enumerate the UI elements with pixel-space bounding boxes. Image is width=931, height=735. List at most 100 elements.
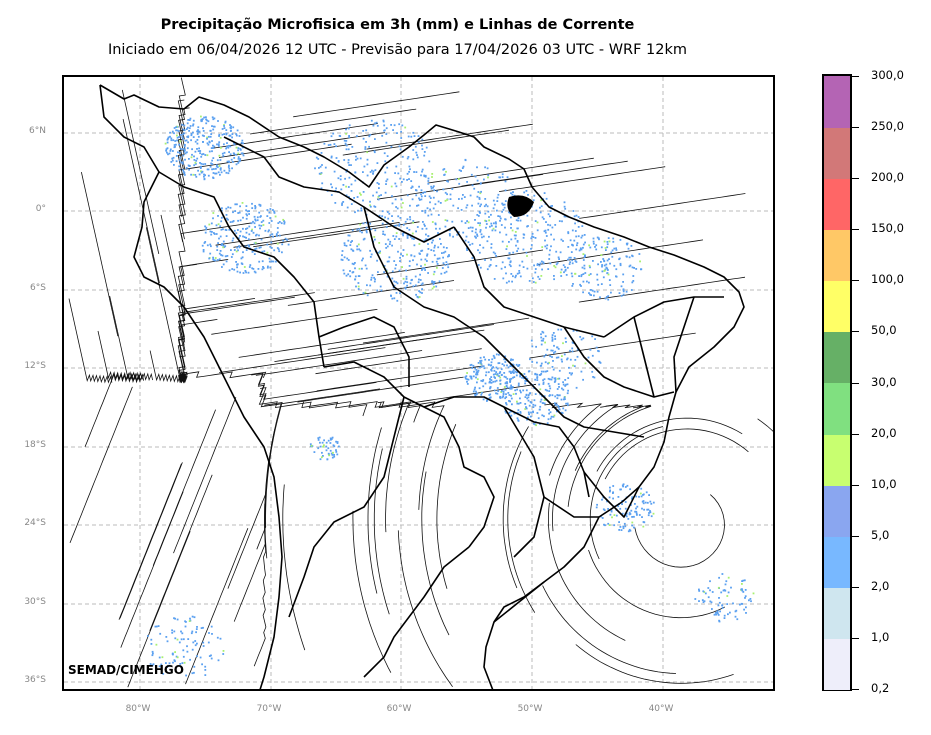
- precip-cell: [161, 656, 164, 659]
- precip-cell: [557, 348, 560, 350]
- precip-cell: [466, 204, 469, 207]
- precip-cell: [432, 186, 434, 189]
- precip-cell: [433, 281, 436, 283]
- precip-cell: [219, 159, 222, 161]
- precip-cell: [245, 217, 248, 220]
- precip-cell: [558, 408, 561, 411]
- precip-cell: [588, 244, 590, 247]
- precip-cell: [268, 257, 271, 260]
- precip-cell: [613, 524, 616, 527]
- precip-cell: [491, 367, 493, 370]
- precip-cell: [178, 165, 181, 168]
- precip-cell: [241, 256, 244, 259]
- precip-cell: [167, 136, 170, 139]
- precip-cell: [173, 164, 175, 166]
- precip-cell: [188, 168, 190, 171]
- precip-cell: [383, 152, 386, 155]
- precip-cell: [624, 486, 627, 488]
- precip-cell: [555, 263, 558, 266]
- precip-cell: [283, 220, 285, 222]
- precip-cell: [573, 257, 576, 259]
- precip-cell: [258, 203, 261, 206]
- precip-cell: [231, 239, 234, 242]
- precip-cell: [398, 123, 401, 126]
- precip-cell: [579, 247, 582, 250]
- precip-cell: [694, 598, 697, 600]
- precip-cell: [229, 153, 232, 156]
- precip-cell: [477, 264, 480, 266]
- precip-cell: [496, 200, 499, 202]
- precip-cell: [471, 184, 474, 187]
- precip-cell: [578, 275, 580, 277]
- precip-cell: [178, 159, 181, 162]
- precip-cell: [543, 378, 546, 381]
- precip-cell: [607, 273, 610, 276]
- precip-cell: [461, 197, 463, 200]
- precip-cell: [237, 212, 240, 214]
- precip-cell: [640, 495, 643, 498]
- precip-cell: [504, 397, 507, 400]
- precip-cell: [405, 278, 408, 280]
- precip-cell: [362, 191, 365, 193]
- precip-cell: [458, 198, 460, 200]
- precip-cell: [384, 160, 387, 163]
- precip-cell: [545, 235, 548, 237]
- precip-cell: [176, 134, 178, 137]
- precip-cell: [236, 203, 238, 206]
- precip-cell: [492, 380, 495, 383]
- precip-cell: [317, 437, 320, 439]
- precip-cell: [530, 247, 532, 250]
- precip-cell: [362, 257, 364, 260]
- precip-cell: [479, 229, 482, 231]
- country-borders: [99, 84, 745, 689]
- precip-cell: [542, 370, 545, 373]
- precip-cell: [510, 223, 512, 226]
- precip-cell: [400, 253, 402, 255]
- precip-cell: [347, 239, 350, 242]
- precip-cell: [514, 237, 517, 240]
- precip-cell: [178, 641, 181, 644]
- streamline: [362, 317, 530, 344]
- precip-cell: [365, 141, 367, 143]
- precip-cell: [228, 167, 231, 170]
- precip-cell: [152, 652, 154, 655]
- precip-cell: [270, 241, 273, 244]
- precip-cell: [351, 229, 354, 232]
- precip-cell: [380, 289, 383, 292]
- precip-cell: [427, 182, 430, 185]
- precip-cell: [178, 136, 180, 138]
- precip-cell: [401, 124, 404, 127]
- precip-cell: [412, 259, 414, 262]
- precip-cell: [523, 373, 526, 375]
- precip-cell: [612, 492, 614, 494]
- precip-cell: [165, 662, 167, 664]
- precip-cell: [506, 176, 509, 179]
- precip-cell: [499, 219, 501, 222]
- precip-cell: [528, 280, 531, 282]
- precip-cell: [462, 194, 464, 196]
- precip-cell: [406, 157, 409, 160]
- precip-cell: [199, 162, 201, 164]
- precip-cell: [643, 508, 645, 511]
- precip-cell: [184, 149, 186, 152]
- precip-cell: [260, 224, 263, 227]
- state-border: [363, 206, 525, 378]
- precip-cell: [224, 255, 227, 258]
- precip-cell: [347, 259, 350, 261]
- precip-cell: [345, 140, 348, 142]
- precip-cell: [624, 507, 627, 510]
- precip-cell: [448, 254, 450, 256]
- precip-cell: [607, 237, 610, 239]
- precip-cell: [218, 165, 221, 167]
- streamline: [536, 239, 704, 266]
- precip-cell: [272, 260, 275, 263]
- streamline: [315, 348, 482, 375]
- precip-cell: [352, 263, 355, 266]
- precip-cell: [241, 146, 244, 149]
- precip-cell: [558, 220, 561, 222]
- precip-cell: [267, 265, 269, 268]
- colorbar-tick: [852, 689, 859, 690]
- precip-cell: [574, 230, 577, 232]
- precip-cell: [332, 132, 335, 135]
- precip-cell: [236, 129, 239, 132]
